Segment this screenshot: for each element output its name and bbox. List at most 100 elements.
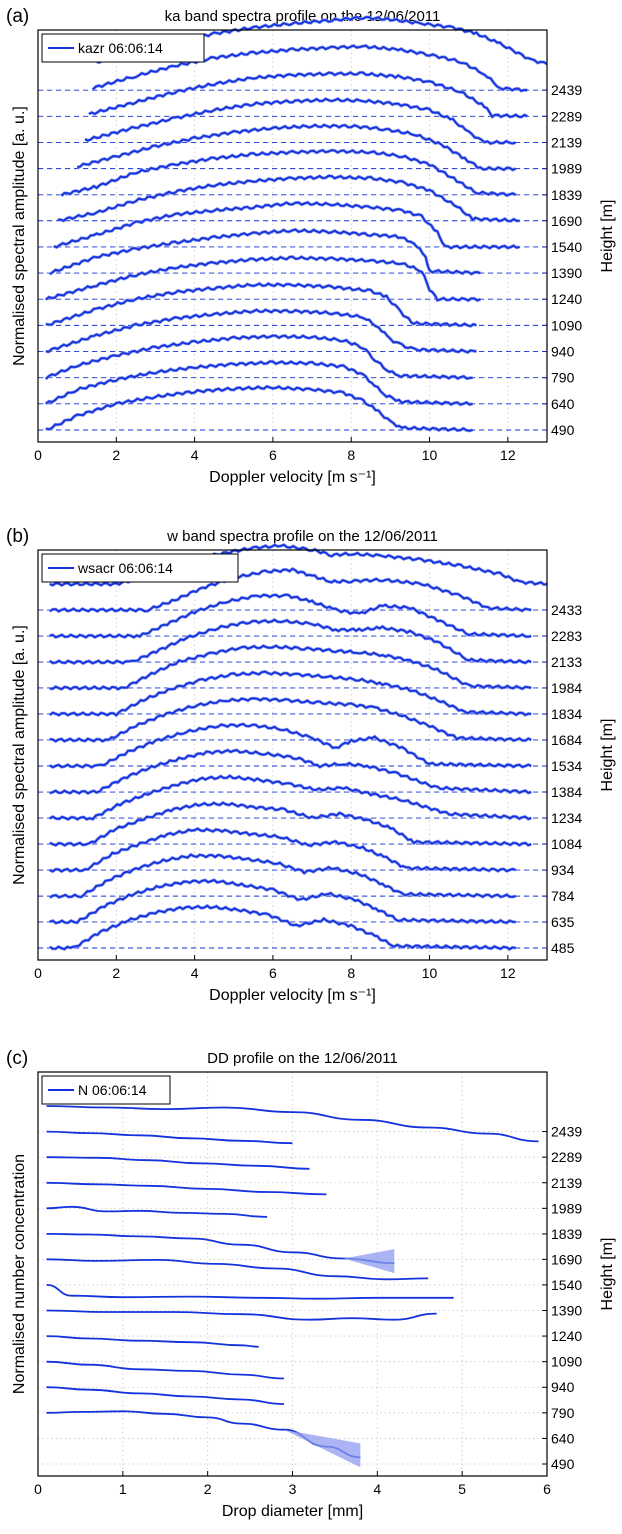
height-label: 1240 <box>551 1328 582 1344</box>
profile-line <box>49 853 516 899</box>
profile-line <box>46 1360 285 1380</box>
profile-line <box>88 71 528 119</box>
profile-line <box>49 697 532 743</box>
x-tick-label: 3 <box>289 1481 297 1497</box>
height-label: 784 <box>551 888 575 904</box>
axes-frame <box>37 1071 548 1477</box>
height-label: 2433 <box>551 602 582 618</box>
x-tick-label: 0 <box>34 965 42 981</box>
profile-line <box>46 1284 454 1300</box>
uncertainty-band <box>343 1249 395 1274</box>
x-tick-label: 1 <box>119 1481 127 1497</box>
height-label: 2439 <box>551 82 582 98</box>
legend-label: wsacr 06:06:14 <box>77 560 173 576</box>
profile-line <box>45 360 473 406</box>
legend-label: N 06:06:14 <box>78 1082 147 1098</box>
y-axis-label-right: Height [m] <box>599 200 616 273</box>
height-label: 940 <box>551 1379 575 1395</box>
x-tick-label: 4 <box>191 447 199 463</box>
height-label: 2139 <box>551 134 582 150</box>
profile-line <box>46 1386 285 1405</box>
plot-area <box>38 1072 547 1476</box>
height-label: 1540 <box>551 1277 582 1293</box>
height-label: 1390 <box>551 265 582 281</box>
profile-line <box>46 1105 539 1143</box>
profile-line <box>49 749 532 795</box>
height-label: 635 <box>551 914 575 930</box>
x-tick-label: 2 <box>204 1481 212 1497</box>
x-tick-label: 12 <box>500 965 516 981</box>
x-axis-label: Drop diameter [mm] <box>222 1503 363 1520</box>
height-label: 2439 <box>551 1124 582 1140</box>
x-tick-label: 2 <box>112 447 120 463</box>
profile-line <box>45 308 477 354</box>
x-tick-label: 6 <box>543 1481 551 1497</box>
profile-line <box>49 723 532 769</box>
height-label: 490 <box>551 1456 575 1472</box>
profile-line <box>46 1258 429 1281</box>
x-tick-label: 10 <box>422 965 438 981</box>
x-tick-label: 2 <box>112 965 120 981</box>
profile-line <box>49 878 516 924</box>
x-tick-label: 0 <box>34 447 42 463</box>
panel-letter: (c) <box>6 1048 28 1069</box>
height-label: 485 <box>551 940 575 956</box>
x-tick-label: 4 <box>191 965 199 981</box>
height-label: 2289 <box>551 1149 582 1165</box>
height-label: 2289 <box>551 108 582 124</box>
height-label: 940 <box>551 344 575 360</box>
profile-line <box>49 567 532 613</box>
height-label: 640 <box>551 396 575 412</box>
y-axis-label-right: Height [m] <box>599 719 616 792</box>
profile-line <box>49 904 516 951</box>
x-tick-label: 4 <box>373 1481 381 1497</box>
height-label: 2133 <box>551 654 582 670</box>
profile-line <box>49 801 532 847</box>
panel-letter: (b) <box>6 526 29 547</box>
y-axis-label: Normalised spectral amplitude [a. u.] <box>11 625 28 885</box>
height-label: 1234 <box>551 810 582 826</box>
height-label: 934 <box>551 862 575 878</box>
x-tick-label: 10 <box>422 447 438 463</box>
profile-line <box>46 1205 268 1218</box>
x-tick-label: 6 <box>269 447 277 463</box>
height-label: 790 <box>551 370 575 386</box>
profile-line <box>46 1156 310 1170</box>
height-label: 790 <box>551 1405 575 1421</box>
profile-line <box>46 1309 437 1321</box>
x-tick-label: 5 <box>458 1481 466 1497</box>
height-label: 640 <box>551 1430 575 1446</box>
height-label: 1090 <box>551 317 582 333</box>
height-label: 1090 <box>551 1354 582 1370</box>
height-label: 1084 <box>551 836 582 852</box>
panel-letter: (a) <box>6 6 29 27</box>
height-label: 1240 <box>551 291 582 307</box>
x-tick-label: 6 <box>269 965 277 981</box>
height-label: 490 <box>551 422 575 438</box>
x-axis-label: Doppler velocity [m s⁻¹] <box>209 987 376 1004</box>
profile-line <box>92 44 528 92</box>
height-label: 1390 <box>551 1302 582 1318</box>
y-axis-label: Normalised spectral amplitude [a. u.] <box>11 106 28 366</box>
x-tick-label: 0 <box>34 1481 42 1497</box>
height-label: 2139 <box>551 1175 582 1191</box>
height-label: 1989 <box>551 161 582 177</box>
profile-line <box>57 174 520 223</box>
height-label: 1984 <box>551 680 582 696</box>
axes-frame <box>37 29 548 443</box>
y-axis-label: Normalised number concentration <box>11 1154 28 1394</box>
profile-line <box>84 97 516 145</box>
profile-line <box>53 201 520 250</box>
profile-line <box>46 1181 327 1196</box>
profile-line <box>45 282 477 328</box>
profile-line <box>46 1233 395 1264</box>
x-tick-label: 8 <box>347 447 355 463</box>
y-axis-label-right: Height [m] <box>599 1238 616 1311</box>
plot-area <box>38 30 547 442</box>
profile-line <box>49 774 532 821</box>
profile-line <box>45 385 473 432</box>
height-label: 1534 <box>551 758 582 774</box>
chart-title: DD profile on the 12/06/2011 <box>207 1050 398 1067</box>
x-axis-label: Doppler velocity [m s⁻¹] <box>209 469 376 486</box>
